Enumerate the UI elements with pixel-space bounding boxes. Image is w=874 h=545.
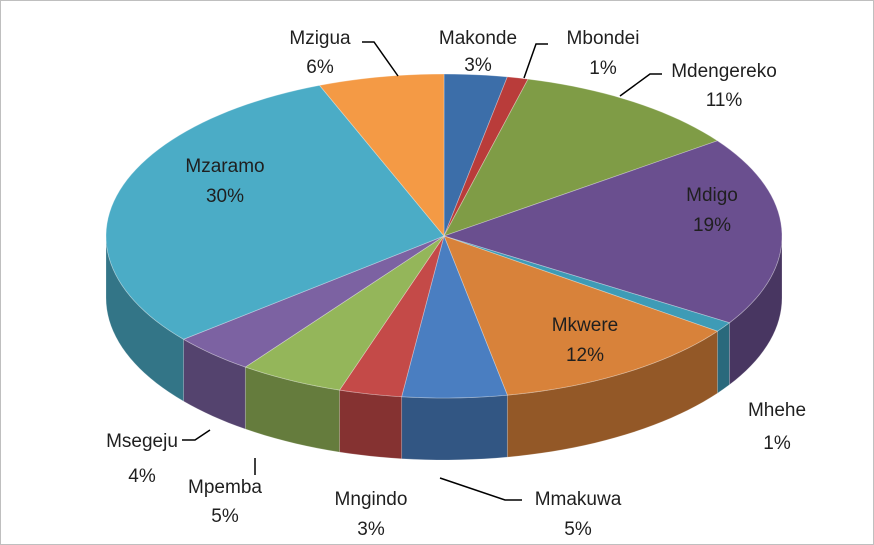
category-label: Makonde — [439, 28, 517, 49]
value-label: 6% — [306, 57, 334, 78]
pie-slice — [244, 235, 445, 391]
value-label: 30% — [206, 186, 244, 207]
pie-tops — [105, 73, 783, 399]
pie-slice — [401, 234, 508, 399]
category-label: Mdengereko — [671, 61, 777, 82]
pie-side — [717, 322, 730, 394]
category-label: Mzigua — [289, 28, 351, 49]
pie-slice — [182, 235, 445, 368]
leader-line — [439, 477, 522, 501]
pie-slice — [443, 78, 719, 237]
value-label: 4% — [128, 466, 156, 487]
pie-slice — [318, 73, 445, 238]
category-label: Mbondei — [567, 28, 640, 49]
pie-slice — [443, 235, 731, 332]
value-label: 19% — [693, 215, 731, 236]
value-label: 1% — [589, 58, 617, 79]
leader-line — [182, 429, 211, 441]
value-label: 1% — [763, 433, 791, 454]
category-label: Mpemba — [188, 477, 262, 498]
category-label: Mkwere — [552, 315, 619, 336]
category-label: Mmakuwa — [535, 489, 622, 510]
pie-slice — [442, 140, 783, 324]
pie-slice — [443, 235, 719, 396]
pie-sides — [105, 235, 783, 461]
category-label: Mhehe — [748, 400, 806, 421]
category-label: Mzaramo — [185, 156, 264, 177]
value-label: 3% — [357, 519, 385, 540]
pie-slice — [338, 235, 445, 398]
pie-slice — [105, 84, 445, 340]
value-label: 3% — [464, 55, 492, 76]
pie-slice — [443, 76, 529, 237]
value-label: 11% — [706, 90, 743, 111]
category-label: Mngindo — [335, 489, 408, 510]
pie-side — [728, 235, 783, 386]
leader-line — [619, 73, 662, 97]
pie-side — [339, 389, 403, 460]
value-label: 5% — [211, 506, 239, 527]
value-label: 12% — [566, 345, 604, 366]
pie-slice — [443, 73, 508, 237]
leader-line — [523, 43, 548, 79]
labels: Makonde 3% Mbondei 1% Mdengereko 11% Mdigo 19% M… — [106, 28, 806, 540]
category-label: Mdigo — [686, 185, 738, 206]
value-label: 5% — [564, 519, 592, 540]
category-label: Msegeju — [106, 431, 178, 452]
pie-side — [105, 235, 184, 402]
leader-line — [362, 41, 399, 77]
pie-side — [401, 394, 508, 461]
